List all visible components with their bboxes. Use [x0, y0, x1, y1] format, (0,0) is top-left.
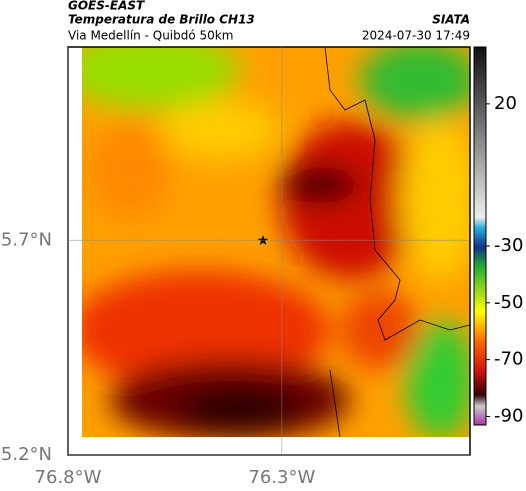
region: Via Medellín - Quibdó 50km — [68, 29, 233, 43]
product: Temperatura de Brillo CH13 — [68, 13, 255, 27]
lon-label: 76.8°W — [35, 467, 102, 488]
colorbar-label: -90 — [494, 405, 523, 426]
colorbar-label: -70 — [494, 349, 523, 370]
datetime: 2024-07-30 17:49 — [362, 29, 470, 43]
lon-label: 76.3°W — [248, 467, 315, 488]
colorbar — [473, 46, 487, 426]
satellite: GOES-EAST — [68, 0, 145, 13]
source: SIATA — [432, 13, 470, 27]
lat-label: 5.7°N — [1, 229, 52, 250]
colorbar-label: -30 — [494, 235, 523, 256]
satellite-field: ★ — [82, 47, 470, 437]
svg-text:★: ★ — [257, 233, 270, 249]
colorbar-label: -50 — [494, 292, 523, 313]
lat-label: 5.2°N — [1, 444, 52, 465]
colorbar-label: 20 — [494, 93, 517, 114]
